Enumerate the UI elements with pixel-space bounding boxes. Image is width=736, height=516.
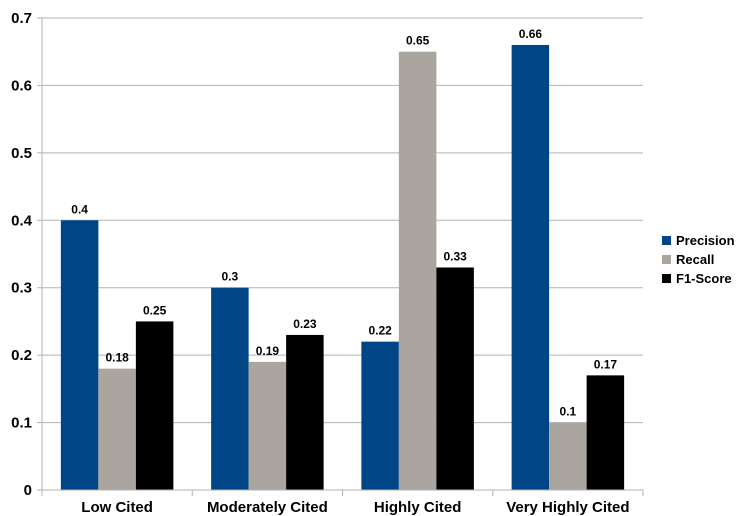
gridlines bbox=[42, 17, 643, 424]
axes: 0 0.1 0.2 0.3 0.4 0.5 0.6 0.7 Low Cited Moderatel… bbox=[11, 10, 644, 516]
x-category-label: Moderately Cited bbox=[207, 499, 328, 516]
bar-f1-score bbox=[436, 267, 474, 490]
bar-precision bbox=[60, 220, 99, 491]
x-category-label: Very Highly Cited bbox=[506, 499, 629, 516]
bar-precision bbox=[211, 287, 249, 490]
legend-label: Precision bbox=[676, 233, 735, 248]
bar-f1-score bbox=[586, 375, 625, 490]
bar-recall bbox=[248, 361, 287, 490]
legend-swatch bbox=[662, 255, 671, 264]
data-label: 0.17 bbox=[594, 357, 618, 371]
legend-swatch bbox=[662, 274, 671, 283]
data-label: 0.3 bbox=[222, 270, 239, 284]
data-labels: 0.4 0.18 0.25 0.3 0.19 0.23 0.22 0.65 0.33 0.66 0.… bbox=[71, 27, 617, 419]
y-tick-label: 0.1 bbox=[11, 415, 32, 432]
bar-f1-score bbox=[135, 321, 174, 490]
bar-recall bbox=[98, 368, 136, 490]
data-label: 0.23 bbox=[293, 317, 317, 331]
y-tick-label: 0.7 bbox=[11, 10, 32, 27]
y-tick-label: 0.5 bbox=[11, 145, 32, 162]
y-tick-label: 0.2 bbox=[11, 347, 32, 364]
bar-precision bbox=[511, 44, 550, 490]
legend-swatch bbox=[662, 236, 671, 245]
legend-label: F1-Score bbox=[676, 271, 732, 286]
data-label: 0.18 bbox=[105, 351, 129, 365]
y-tick-label: 0.6 bbox=[11, 77, 32, 94]
data-label: 0.66 bbox=[519, 27, 543, 41]
bar-recall bbox=[549, 422, 587, 490]
data-label: 0.33 bbox=[443, 249, 467, 263]
y-tick-label: 0.4 bbox=[11, 212, 33, 229]
bar-f1-score bbox=[286, 334, 324, 490]
data-label: 0.4 bbox=[71, 202, 88, 216]
data-label: 0.65 bbox=[406, 34, 430, 48]
data-label: 0.19 bbox=[256, 344, 280, 358]
data-label: 0.1 bbox=[560, 405, 577, 419]
bar-recall bbox=[398, 51, 437, 490]
data-label: 0.22 bbox=[368, 324, 392, 338]
x-category-label: Highly Cited bbox=[374, 499, 462, 516]
data-label: 0.25 bbox=[143, 303, 167, 317]
legend: Precision Recall F1-Score bbox=[662, 233, 735, 286]
y-tick-label: 0 bbox=[24, 482, 32, 499]
y-tick-label: 0.3 bbox=[11, 280, 32, 297]
bars bbox=[60, 44, 625, 491]
bar-precision bbox=[361, 341, 399, 490]
x-category-label: Low Cited bbox=[81, 499, 153, 516]
legend-label: Recall bbox=[676, 252, 714, 267]
